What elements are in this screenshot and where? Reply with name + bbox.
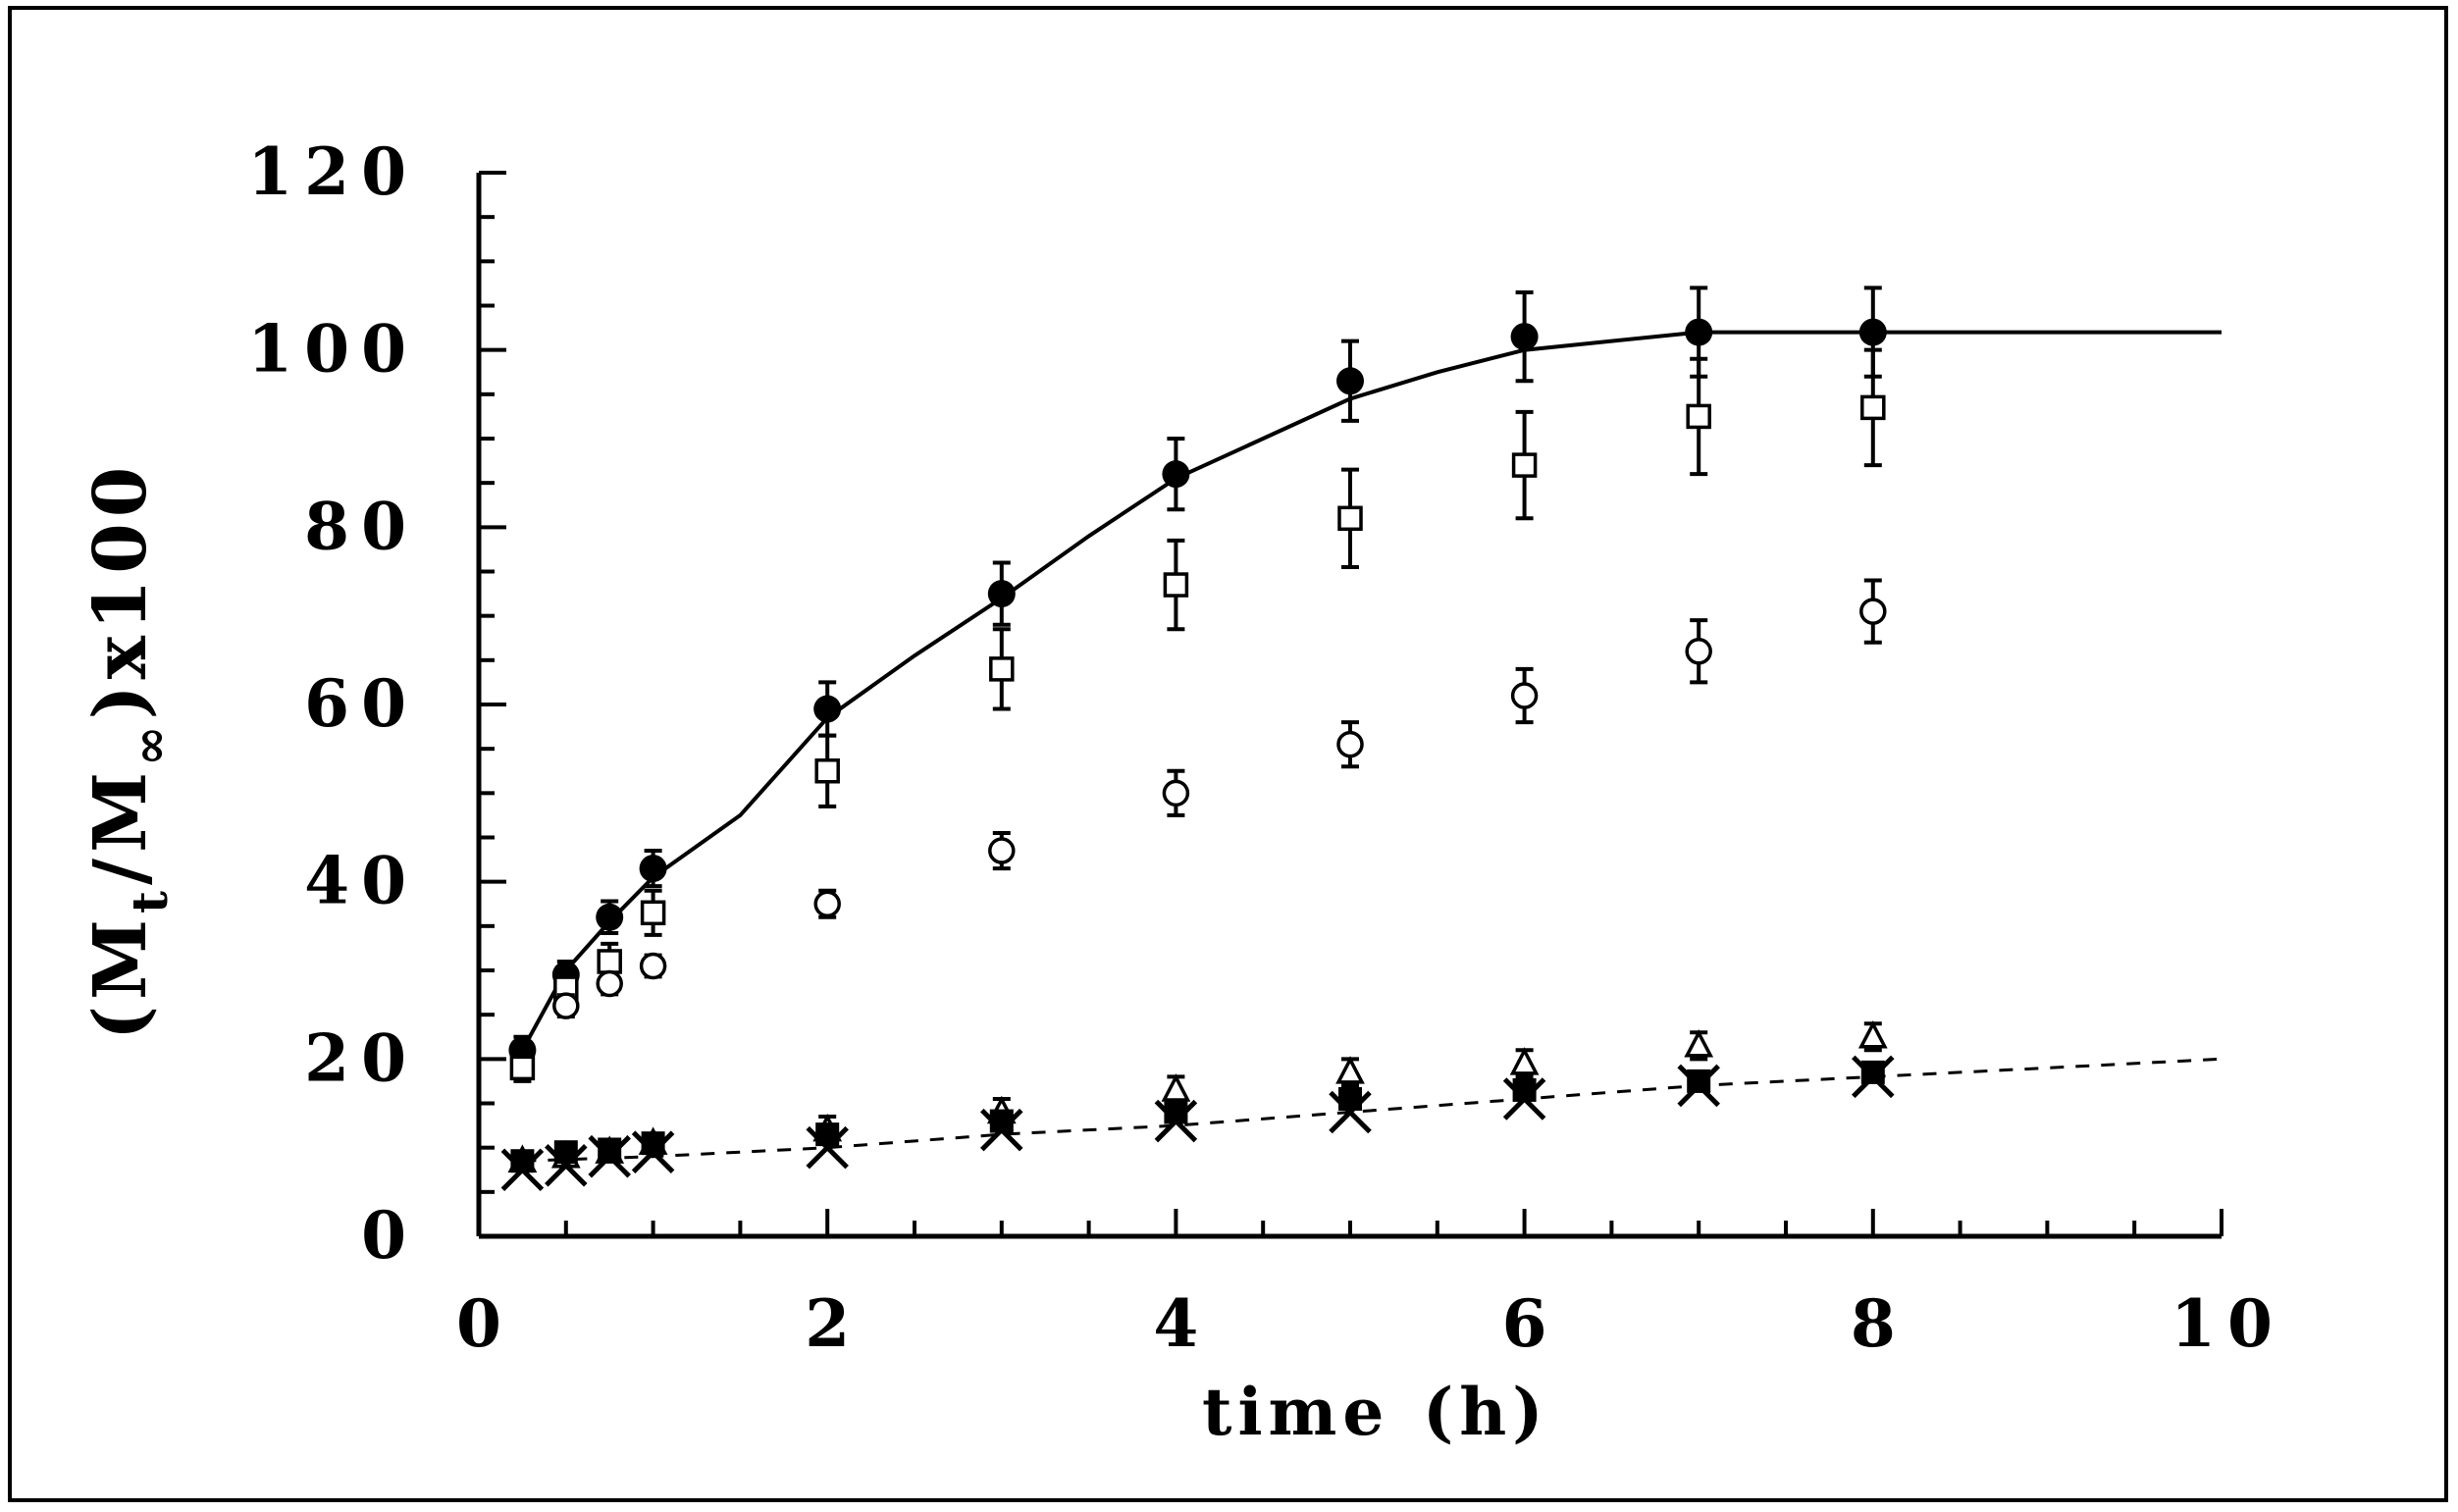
data-point <box>1502 1077 1546 1121</box>
series-filled-circle <box>508 286 1887 1066</box>
data-point <box>1161 1073 1191 1102</box>
data-point <box>1336 367 1364 395</box>
data-point <box>987 580 1016 608</box>
x-axis-label: time <box>1202 1374 1389 1450</box>
x-tick-label: 8 <box>1851 1285 1908 1362</box>
data-point <box>806 1125 849 1170</box>
x-tick-label: 6 <box>1502 1285 1559 1362</box>
figure-frame <box>8 6 2448 1502</box>
y-tick-label: 0 <box>361 1197 418 1274</box>
data-point <box>813 695 842 723</box>
data-point <box>814 758 840 784</box>
data-point <box>639 952 667 980</box>
x-tick-label: 4 <box>1153 1285 1210 1362</box>
data-point <box>597 949 622 974</box>
data-point <box>1509 1047 1540 1075</box>
tick-labels: 0 20 40 60 80 100 120 0 2 4 6 8 10 <box>247 133 2284 1362</box>
y-tick-label: 20 <box>304 1019 418 1096</box>
series-open-circle <box>552 578 1887 1019</box>
y-axis-title: (Mt/M∞)x100 <box>78 461 179 1040</box>
data-point <box>989 656 1015 682</box>
data-point <box>596 903 624 931</box>
data-point <box>1162 779 1190 808</box>
data-point <box>1162 460 1190 489</box>
data-point <box>813 890 841 917</box>
data-point <box>1860 394 1886 421</box>
x-axis-unit: (h) <box>1423 1374 1548 1450</box>
data-point <box>1163 572 1189 598</box>
data-point <box>1684 1029 1714 1058</box>
series-cross <box>500 1055 1895 1192</box>
y-tick-label: 80 <box>304 488 418 564</box>
y-tick-label: 60 <box>304 665 418 742</box>
data-point <box>552 992 580 1019</box>
data-point <box>640 900 666 926</box>
x-tick-label: 10 <box>2170 1285 2284 1362</box>
data-point <box>1686 403 1711 430</box>
fit-lines <box>520 330 2223 1163</box>
y-tick-label: 100 <box>247 311 418 388</box>
data-point <box>1852 1055 1895 1099</box>
data-point <box>1510 323 1539 351</box>
data-point <box>631 1130 675 1173</box>
data-point <box>1511 452 1538 478</box>
solid-fit <box>520 330 2222 1052</box>
data-points <box>500 286 1895 1192</box>
x-tick-label: 0 <box>456 1285 513 1362</box>
data-point <box>1154 1099 1198 1143</box>
data-point <box>1685 318 1713 346</box>
x-tick-label: 2 <box>805 1285 862 1362</box>
data-point <box>1860 1060 1885 1084</box>
y-tick-label: 120 <box>247 133 418 210</box>
data-point <box>1336 730 1364 758</box>
data-point <box>1857 1019 1888 1049</box>
data-point <box>596 969 623 998</box>
data-point <box>980 1108 1023 1152</box>
data-point <box>509 1055 536 1081</box>
data-point <box>1337 505 1363 532</box>
series-filled-square <box>510 1060 1885 1173</box>
series-open-square <box>509 347 1886 1083</box>
data-point <box>1510 682 1539 709</box>
y-tick-label: 40 <box>304 843 418 919</box>
data-point <box>500 1148 545 1192</box>
data-point <box>1685 638 1712 665</box>
data-point <box>545 1143 588 1187</box>
axes <box>476 171 2223 1239</box>
data-point <box>1335 1056 1365 1084</box>
series-open-triangle <box>507 1019 1888 1173</box>
data-point <box>1687 1069 1711 1093</box>
data-point <box>639 855 667 883</box>
x-axis-title: time (h) <box>1202 1374 1548 1450</box>
data-point <box>588 1134 631 1178</box>
dashed-fit <box>522 1057 2223 1163</box>
data-point <box>1859 598 1887 625</box>
data-point <box>1677 1064 1720 1108</box>
y-axis-label: (Mt/M∞)x100 <box>78 461 179 1040</box>
data-point <box>1858 318 1887 346</box>
data-point <box>1329 1090 1372 1134</box>
data-point <box>988 837 1016 864</box>
